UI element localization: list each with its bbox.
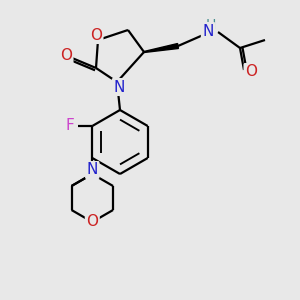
Text: N: N (87, 163, 98, 178)
Text: F: F (66, 118, 75, 134)
Text: H: H (206, 18, 216, 32)
Text: O: O (90, 28, 102, 43)
Text: O: O (245, 64, 257, 80)
Text: O: O (60, 49, 72, 64)
Text: O: O (86, 214, 98, 230)
Text: N: N (202, 23, 214, 38)
Text: N: N (113, 80, 125, 94)
Polygon shape (144, 44, 178, 52)
